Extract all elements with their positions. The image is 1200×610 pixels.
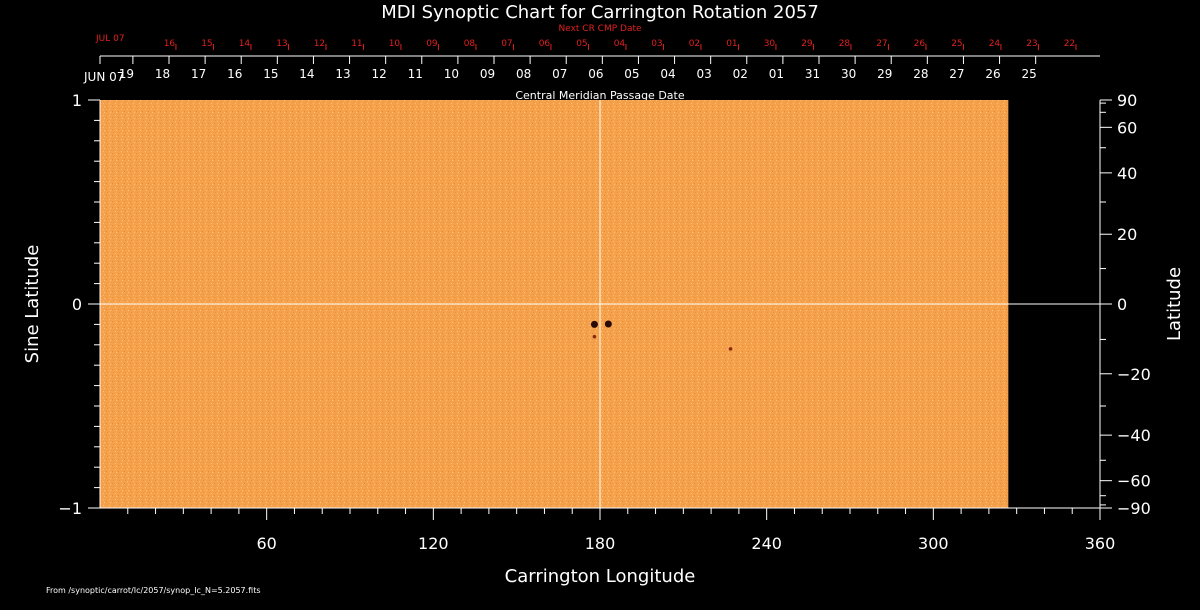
- x-tick-label: 360: [1085, 534, 1116, 553]
- next-cr-date-label: 04: [614, 39, 626, 49]
- sunspot-2: [592, 334, 597, 339]
- cmp-date-label: 18: [155, 67, 170, 81]
- longitude-axis: 60 120 180 240 300 360: [127, 508, 1116, 553]
- sine-latitude-axis: 1 0 −1: [58, 91, 100, 518]
- x-tick-label: 180: [585, 534, 616, 553]
- next-cr-date-label: 12: [314, 39, 325, 49]
- next-cr-date-label: 23: [1026, 39, 1037, 49]
- next-cr-date-label: 05: [576, 39, 587, 49]
- y-left-tick-label: −1: [58, 499, 82, 518]
- sunspot-3: [728, 347, 733, 351]
- next-cr-date-label: 16: [164, 39, 176, 49]
- cmp-date-label: 09: [480, 67, 495, 81]
- x-tick-label: 120: [418, 534, 449, 553]
- x-tick-label: 300: [918, 534, 949, 553]
- next-cr-axis: 16 15 14 13 12 11 10 09 08 07 06 05 04 03 02 01 30 29 28 27…: [164, 39, 1077, 50]
- cmp-date-label: 25: [1022, 67, 1037, 81]
- cmp-date-label: 11: [408, 67, 423, 81]
- sunspot-1: [604, 320, 612, 328]
- next-cr-date-label: 10: [389, 39, 401, 49]
- cmp-date-axis: 19 18 17 16 15 14 13 12 11 10 09 08 07 06 05 04 03 02 01 31…: [99, 55, 1100, 81]
- top-axis-title: Central Meridian Passage Date: [515, 89, 684, 102]
- next-cr-date-label: 28: [839, 39, 851, 49]
- cmp-date-label: 16: [227, 67, 242, 81]
- next-cr-date-label: 07: [501, 39, 512, 49]
- top-axis-start-label: JUN 07: [83, 70, 124, 84]
- next-cr-date-label: 25: [951, 39, 962, 49]
- cmp-date-label: 10: [444, 67, 459, 81]
- next-cr-date-label: 15: [201, 39, 212, 49]
- cmp-date-label: 19: [119, 67, 134, 81]
- cmp-date-label: 07: [552, 67, 567, 81]
- y-axis-left-label: Sine Latitude: [22, 245, 43, 364]
- cmp-date-label: 01: [769, 67, 784, 81]
- cmp-date-label: 15: [263, 67, 278, 81]
- cmp-date-label: 03: [697, 67, 712, 81]
- sunspot-features: [590, 320, 733, 351]
- next-cr-date-label: 03: [651, 39, 662, 49]
- cmp-date-label: 13: [335, 67, 350, 81]
- sunspot-0: [590, 320, 598, 328]
- y-right-tick-label: 0: [1117, 295, 1127, 314]
- cmp-date-label: 12: [372, 67, 387, 81]
- y-left-tick-label: 0: [72, 295, 82, 314]
- next-cr-start-label: JUL 07: [95, 34, 125, 44]
- cmp-date-label: 29: [877, 67, 892, 81]
- x-axis-label: Carrington Longitude: [505, 566, 696, 587]
- cmp-date-label: 02: [733, 67, 748, 81]
- y-right-tick-label: −20: [1117, 365, 1151, 384]
- cmp-date-label: 26: [985, 67, 1000, 81]
- next-cr-date-label: 26: [914, 39, 926, 49]
- cmp-date-label: 31: [805, 67, 820, 81]
- y-right-tick-label: −90: [1117, 499, 1151, 518]
- cmp-date-label: 27: [949, 67, 964, 81]
- next-cr-date-label: 14: [239, 39, 251, 49]
- y-right-tick-label: 20: [1117, 225, 1137, 244]
- x-tick-label: 240: [751, 534, 782, 553]
- cmp-date-label: 30: [841, 67, 856, 81]
- y-axis-right-label: Latitude: [1164, 267, 1185, 341]
- next-cr-date-label: 30: [764, 39, 776, 49]
- next-cr-date-label: 27: [876, 39, 887, 49]
- y-right-tick-label: 90: [1117, 91, 1137, 110]
- x-tick-label: 60: [256, 534, 276, 553]
- next-cr-date-label: 11: [351, 39, 362, 49]
- next-cr-date-label: 09: [426, 39, 438, 49]
- cmp-date-label: 28: [913, 67, 928, 81]
- next-cr-date-label: 13: [276, 39, 287, 49]
- next-cr-date-label: 24: [989, 39, 1001, 49]
- chart-title: MDI Synoptic Chart for Carrington Rotati…: [381, 2, 819, 23]
- next-cr-date-label: 02: [689, 39, 700, 49]
- y-left-tick-label: 1: [72, 91, 82, 110]
- next-cr-date-label: 06: [539, 39, 551, 49]
- cmp-date-label: 14: [299, 67, 314, 81]
- y-right-tick-label: 40: [1117, 164, 1137, 183]
- latitude-axis: 90 60 40 20 0 −20 −40 −60 −90: [1100, 91, 1151, 518]
- cmp-date-label: 17: [191, 67, 206, 81]
- cmp-date-label: 06: [588, 67, 603, 81]
- next-cr-date-label: 08: [464, 39, 476, 49]
- cmp-date-label: 08: [516, 67, 531, 81]
- y-right-tick-label: −60: [1117, 472, 1151, 491]
- source-footnote: From /synoptic/carrot/Ic/2057/synop_Ic_N…: [46, 586, 261, 595]
- next-cr-date-label: 22: [1064, 39, 1075, 49]
- y-right-tick-label: 60: [1117, 118, 1137, 137]
- next-cr-date-label: 01: [726, 39, 737, 49]
- next-cr-date-label: 29: [801, 39, 813, 49]
- next-cr-axis-title: Next CR CMP Date: [558, 24, 642, 34]
- cmp-date-label: 05: [624, 67, 639, 81]
- cmp-date-label: 04: [660, 67, 675, 81]
- y-right-tick-label: −40: [1117, 426, 1151, 445]
